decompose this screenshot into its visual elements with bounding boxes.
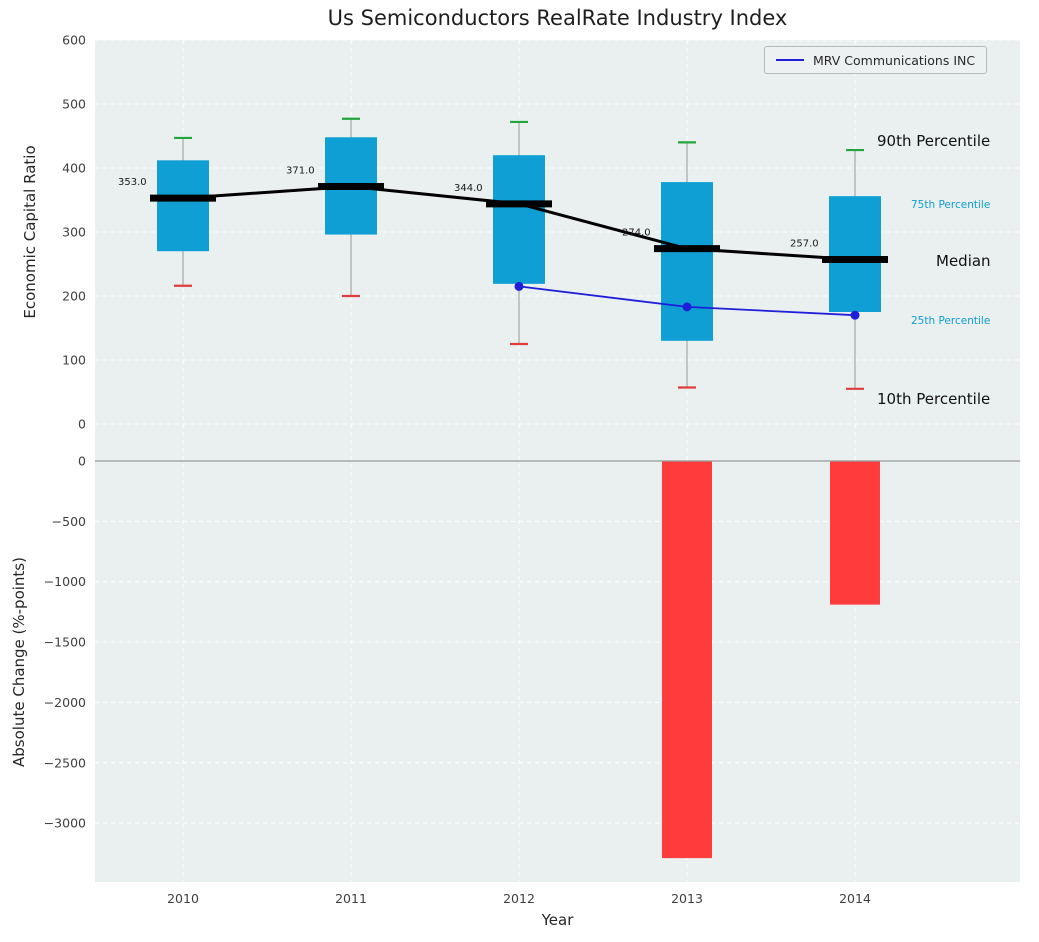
median-value-label-2011: 371.0 <box>286 166 315 177</box>
change-bar-2013 <box>662 461 712 859</box>
x-tick-label: 2011 <box>335 891 367 906</box>
annotation-75th-percentile: 75th Percentile <box>911 199 991 211</box>
change-bar-2014 <box>830 461 880 605</box>
iqr-box-2012 <box>493 155 545 284</box>
company-point-2012 <box>514 281 524 291</box>
y-tick-label-bottom: 0 <box>78 454 86 469</box>
y-tick-label-top: 600 <box>62 33 86 48</box>
legend-line-sample <box>776 59 804 61</box>
median-value-label-2013: 274.0 <box>622 228 651 239</box>
y-tick-label-top: 200 <box>62 289 86 304</box>
y-tick-label-bottom: −1500 <box>44 635 86 650</box>
iqr-box-2014 <box>829 196 881 312</box>
y-tick-label-top: 100 <box>62 353 86 368</box>
x-tick-label: 2012 <box>503 891 535 906</box>
x-axis-label: Year <box>541 911 574 929</box>
annotation-25th-percentile: 25th Percentile <box>911 315 991 327</box>
median-value-label-2010: 353.0 <box>118 177 147 188</box>
y-tick-label-bottom: −1000 <box>44 574 86 589</box>
bottom-y-axis-label: Absolute Change (%-points) <box>10 557 28 767</box>
x-tick-label: 2010 <box>167 891 199 906</box>
legend: MRV Communications INC <box>764 46 988 74</box>
annotation-10th-percentile: 10th Percentile <box>877 390 991 408</box>
iqr-box-2010 <box>157 160 209 252</box>
y-tick-label-top: 400 <box>62 161 86 176</box>
median-value-label-2014: 257.0 <box>790 239 819 250</box>
top-y-axis-label: Economic Capital Ratio <box>21 145 39 319</box>
y-tick-label-top: 300 <box>62 225 86 240</box>
y-tick-label-bottom: −3000 <box>44 816 86 831</box>
legend-label: MRV Communications INC <box>813 52 976 68</box>
company-point-2014 <box>850 310 860 320</box>
y-tick-label-bottom: −2500 <box>44 755 86 770</box>
x-tick-label: 2013 <box>671 891 703 906</box>
company-point-2013 <box>682 302 692 312</box>
y-tick-label-top: 0 <box>78 417 86 432</box>
y-tick-label-bottom: −500 <box>52 514 86 529</box>
x-tick-label: 2014 <box>839 891 871 906</box>
y-tick-label-bottom: −2000 <box>44 695 86 710</box>
iqr-box-2013 <box>661 182 713 341</box>
median-value-label-2012: 344.0 <box>454 183 483 194</box>
y-tick-label-top: 500 <box>62 97 86 112</box>
annotation-median: Median <box>936 252 991 270</box>
annotation-90th-percentile: 90th Percentile <box>877 132 991 150</box>
chart-title: Us Semiconductors RealRate Industry Inde… <box>327 6 788 30</box>
